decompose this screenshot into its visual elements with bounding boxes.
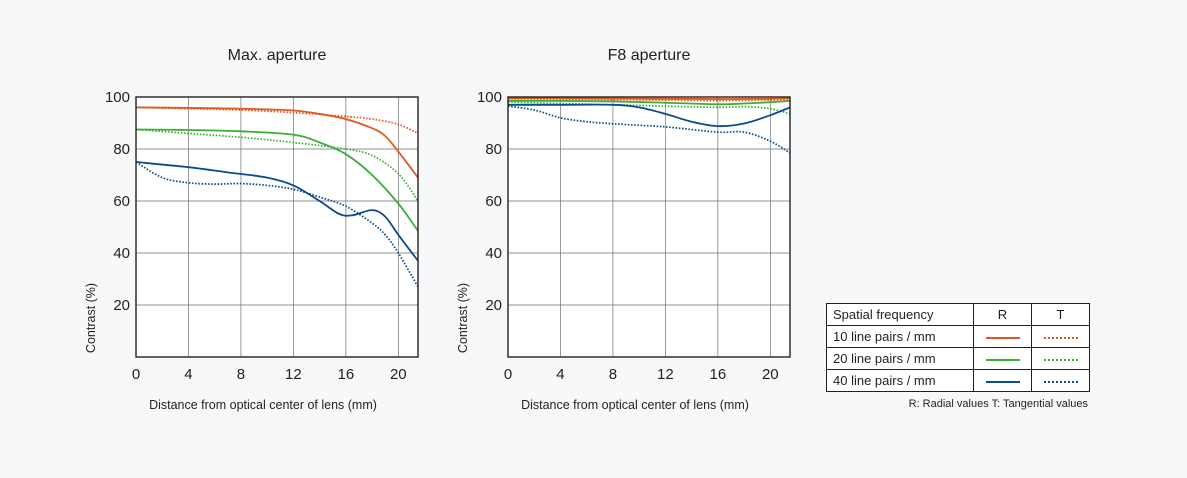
y-tick-label: 100 [477,89,502,106]
y-tick-label: 20 [113,297,130,314]
legend-header-spatial-frequency: Spatial frequency [826,303,974,326]
legend-table: Spatial frequency R T 10 line pairs / mm… [826,303,1090,392]
legend-note: R: Radial values T: Tangential values [908,398,1088,410]
y-axis-label: Contrast (%) [84,283,98,353]
legend-label-40: 40 line pairs / mm [826,369,974,392]
y-tick-label: 40 [113,245,130,262]
legend-swatch-10-radial [985,336,1020,339]
x-tick-label: 16 [710,366,727,383]
legend-row-10: 10 line pairs / mm [826,325,1090,348]
x-tick-label: 12 [285,366,302,383]
plot-frame [507,96,791,358]
legend-header-t: T [1031,303,1090,326]
y-tick-label: 80 [113,141,130,158]
series-line-4 [508,103,791,128]
y-tick-label: 100 [105,89,130,106]
legend-row-40: 40 line pairs / mm [826,369,1090,392]
legend-header-row: Spatial frequency R T [826,303,1090,326]
x-axis-label: Distance from optical center of lens (mm… [521,398,749,412]
y-tick-label: 40 [485,245,502,262]
x-tick-label: 8 [237,366,245,383]
x-tick-label: 20 [762,366,779,383]
series-line-2 [135,128,419,232]
y-tick-label: 60 [113,193,130,210]
legend-swatch-40-tangential [1043,380,1078,383]
x-tick-label: 0 [132,366,140,383]
y-tick-label: 60 [485,193,502,210]
chart-1: 0 4 8 12 16 20 20 40 60 80 100 Distance from optica… [456,89,791,412]
series-line-3 [507,101,791,115]
legend-label-20: 20 line pairs / mm [826,347,974,370]
series-line-1 [507,97,791,102]
x-tick-label: 8 [609,366,617,383]
series-line-2 [507,99,791,106]
legend-label-10: 10 line pairs / mm [826,325,974,348]
x-axis-label: Distance from optical center of lens (mm… [149,398,377,412]
y-tick-label: 80 [485,141,502,158]
legend-swatch-20-tangential [1043,358,1078,361]
x-tick-label: 4 [184,366,192,383]
plot-area [508,97,790,357]
legend-swatch-40-radial [985,380,1020,383]
x-tick-label: 4 [556,366,564,383]
series-line-3 [135,128,419,202]
y-tick-label: 20 [485,297,502,314]
legend-swatch-10-tangential [1043,336,1078,339]
chart-title-f8-aperture: F8 aperture [607,47,691,64]
chart-0: 0 4 8 12 16 20 20 40 60 80 100 Distance from optica… [84,89,419,412]
x-tick-label: 16 [338,366,355,383]
x-tick-label: 20 [390,366,407,383]
y-axis-label: Contrast (%) [456,283,470,353]
series-line-5 [507,105,791,154]
x-tick-label: 0 [504,366,512,383]
plot-area [136,97,418,357]
series-line-4 [135,161,419,262]
legend-swatch-20-radial [985,358,1020,361]
series-line-5 [135,161,419,288]
x-tick-label: 12 [657,366,674,383]
plot-frame [135,96,419,358]
chart-title-max-aperture: Max. aperture [227,47,327,64]
legend-header-r: R [973,303,1032,326]
legend-row-20: 20 line pairs / mm [826,347,1090,370]
series-line-0 [135,106,419,179]
